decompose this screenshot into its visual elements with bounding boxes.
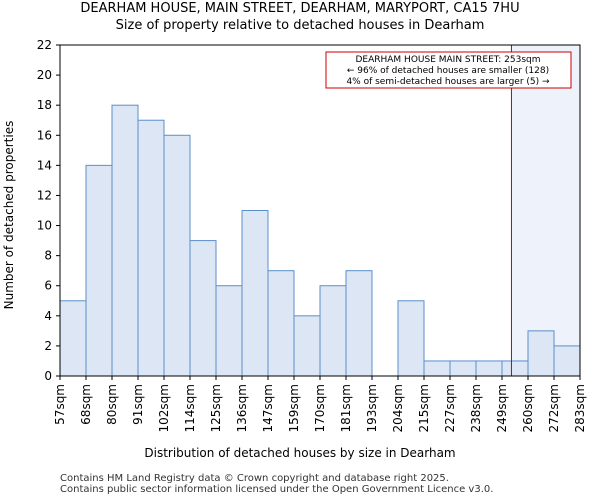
bar-102sqm (163, 134, 191, 377)
x-tick-label: 272sqm (547, 384, 561, 432)
bar-215sqm (423, 360, 451, 377)
bars-group (59, 104, 581, 377)
x-tick-label: 114sqm (183, 384, 197, 432)
bar-181sqm (345, 270, 373, 377)
x-tick-label: 147sqm (261, 384, 275, 432)
annotation-box: DEARHAM HOUSE MAIN STREET: 253sqm ← 96% … (325, 51, 572, 89)
y-axis: 0 2 4 6 8 10 12 14 16 18 20 22 (37, 38, 60, 383)
bar-249sqm (501, 360, 529, 377)
bar-170sqm (319, 285, 347, 377)
annotation-line1: DEARHAM HOUSE MAIN STREET: 253sqm (355, 55, 540, 65)
y-tick-label: 18 (37, 98, 52, 112)
y-tick-label: 10 (37, 219, 52, 233)
bar-272sqm (553, 345, 581, 377)
marker-shade (511, 45, 580, 376)
x-tick-label: 283sqm (573, 384, 587, 432)
x-tick-label: 159sqm (287, 384, 301, 432)
x-tick-label: 204sqm (391, 384, 405, 432)
x-tick-label: 91sqm (131, 384, 145, 425)
bar-204sqm (397, 300, 425, 377)
y-tick-label: 16 (37, 128, 52, 142)
x-tick-label: 260sqm (521, 384, 535, 432)
bar-147sqm (267, 270, 295, 377)
y-tick-label: 4 (44, 309, 52, 323)
y-tick-label: 0 (44, 369, 52, 383)
x-tick-label: 215sqm (417, 384, 431, 432)
x-tick-label: 80sqm (105, 384, 119, 425)
x-tick-label: 227sqm (443, 384, 457, 432)
chart-title: Size of property relative to detached ho… (115, 18, 485, 33)
annotation-frame (325, 51, 572, 89)
bar-125sqm (215, 285, 243, 377)
x-tick-label: 136sqm (235, 384, 249, 432)
y-tick-label: 6 (44, 279, 52, 293)
bar-238sqm (475, 360, 503, 377)
bar-68sqm (85, 164, 113, 377)
bar-114sqm (189, 240, 217, 377)
bar-227sqm (449, 360, 477, 377)
annotation-line2: ← 96% of detached houses are smaller (12… (347, 66, 549, 76)
x-tick-label: 57sqm (53, 384, 67, 425)
bar-80sqm (111, 104, 139, 377)
footer-copyright: Contains HM Land Registry data © Crown c… (60, 473, 449, 484)
y-axis-label: Number of detached properties (2, 121, 16, 310)
x-tick-label: 193sqm (365, 384, 379, 432)
x-tick-label: 125sqm (209, 384, 223, 432)
x-tick-label: 249sqm (495, 384, 509, 432)
bar-159sqm (293, 315, 321, 377)
annotation-line3: 4% of semi-detached houses are larger (5… (346, 77, 550, 87)
chart-title-address: DEARHAM HOUSE, MAIN STREET, DEARHAM, MAR… (80, 1, 520, 16)
x-tick-label: 102sqm (157, 384, 171, 432)
x-tick-label: 238sqm (469, 384, 483, 432)
x-tick-label: 68sqm (79, 384, 93, 425)
y-tick-label: 20 (37, 68, 52, 82)
y-tick-label: 14 (37, 158, 52, 172)
bar-91sqm (137, 119, 165, 377)
x-tick-label: 170sqm (313, 384, 327, 432)
bar-260sqm (527, 330, 555, 377)
x-axis-label: Distribution of detached houses by size … (144, 446, 455, 460)
y-tick-label: 22 (37, 38, 52, 52)
x-axis: 57sqm 68sqm 80sqm 91sqm 102sqm 114sqm 125sqm 13… (53, 376, 587, 432)
x-tick-label: 181sqm (339, 384, 353, 432)
bar-57sqm (59, 300, 87, 377)
footer-licence: Contains public sector information licen… (60, 484, 494, 495)
bar-136sqm (241, 210, 269, 377)
y-tick-label: 2 (44, 339, 52, 353)
y-tick-label: 12 (37, 188, 52, 202)
y-tick-label: 8 (44, 249, 52, 263)
